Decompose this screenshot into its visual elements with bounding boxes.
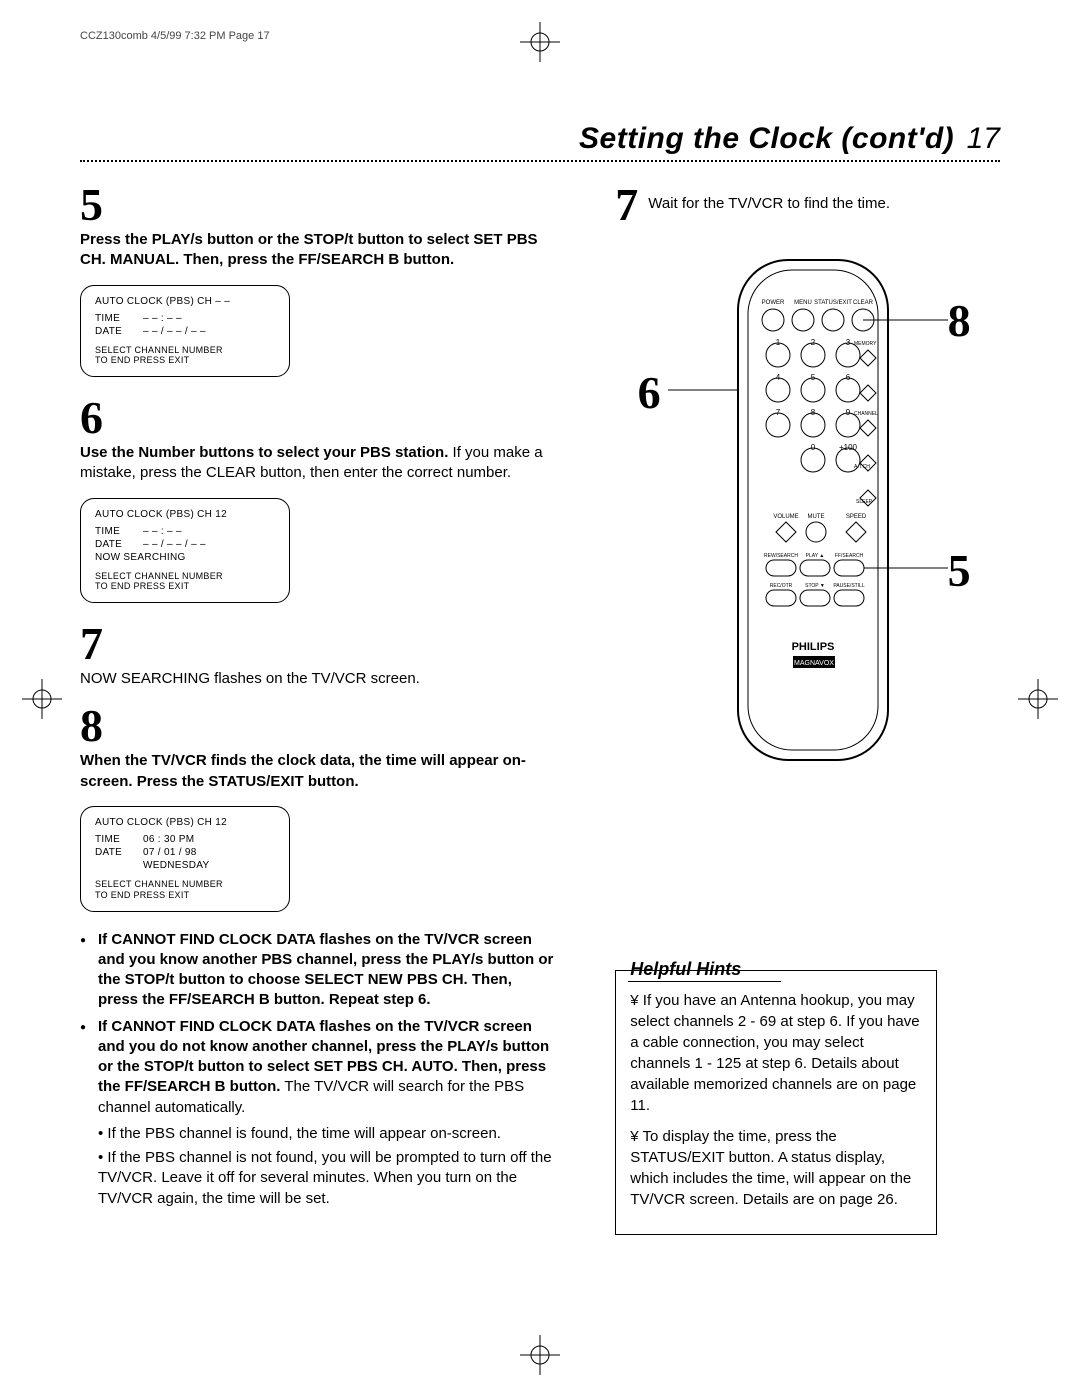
osd3-header: AUTO CLOCK (PBS) CH 12	[95, 817, 275, 828]
hint-1: ¥ If you have an Antenna hookup, you may…	[630, 990, 922, 1116]
osd3-date-val: 07 / 01 / 98	[143, 847, 197, 858]
svg-text:5: 5	[810, 373, 815, 382]
svg-text:MUTE: MUTE	[807, 514, 824, 520]
osd1-date-val: – – / – – / – –	[143, 326, 206, 337]
svg-text:8: 8	[810, 408, 815, 417]
right-step-7: 7 Wait for the TV/VCR to find the time.	[615, 182, 1000, 230]
osd1-header: AUTO CLOCK (PBS) CH – –	[95, 296, 275, 307]
svg-text:STATUS/EXIT: STATUS/EXIT	[814, 300, 852, 306]
sub-bullet-1: • If the PBS channel is found, the time …	[98, 1124, 555, 1144]
osd3-time-lbl: TIME	[95, 834, 143, 845]
cannot-find-bullets: If CANNOT FIND CLOCK DATA flashes on the…	[80, 930, 555, 1209]
page-title: Setting the Clock (cont'd)	[579, 122, 954, 155]
svg-text:STOP ▼: STOP ▼	[805, 583, 825, 589]
step-8-number: 8	[80, 703, 555, 749]
osd1-time-val: – – : – –	[143, 313, 182, 324]
osd-box-1: AUTO CLOCK (PBS) CH – – TIME– – : – – DA…	[80, 285, 290, 378]
osd2-date-val: – – / – – / – –	[143, 539, 206, 550]
svg-text:6: 6	[845, 373, 850, 382]
svg-text:REW/SEARCH: REW/SEARCH	[764, 553, 798, 559]
svg-text:PHILIPS: PHILIPS	[791, 641, 834, 653]
right-step7-num: 7	[615, 182, 638, 228]
left-column: 5 Press the PLAY/s button or the STOP/t …	[80, 182, 555, 1235]
dotted-rule	[80, 160, 1000, 162]
osd1-date-lbl: DATE	[95, 326, 143, 337]
osd2-time-lbl: TIME	[95, 526, 143, 537]
svg-text:MEMORY: MEMORY	[854, 341, 877, 347]
svg-text:PAUSE/STILL: PAUSE/STILL	[833, 583, 865, 589]
osd-box-2: AUTO CLOCK (PBS) CH 12 TIME– – : – – DAT…	[80, 498, 290, 604]
hints-title: Helpful Hints	[628, 959, 781, 982]
svg-text:CLEAR: CLEAR	[853, 300, 874, 306]
svg-text:3: 3	[845, 338, 850, 347]
right-column: 7 Wait for the TV/VCR to find the time. …	[615, 182, 1000, 1235]
osd2-header: AUTO CLOCK (PBS) CH 12	[95, 509, 275, 520]
sub-bullet-2: • If the PBS channel is not found, you w…	[98, 1148, 555, 1209]
svg-text:MAGNAVOX: MAGNAVOX	[794, 660, 834, 667]
svg-text:FF/SEARCH: FF/SEARCH	[834, 553, 863, 559]
svg-text:2: 2	[810, 338, 815, 347]
bullet-1: If CANNOT FIND CLOCK DATA flashes on the…	[98, 930, 555, 1011]
svg-text:0: 0	[810, 443, 815, 452]
svg-text:7: 7	[775, 408, 780, 417]
svg-text:SPEED: SPEED	[845, 514, 866, 520]
svg-text:A.T.CH: A.T.CH	[854, 464, 870, 470]
step-6-text: Use the Number buttons to select your PB…	[80, 443, 555, 484]
svg-text:1: 1	[775, 338, 780, 347]
osd3-foot: SELECT CHANNEL NUMBERTO END PRESS EXIT	[95, 879, 275, 901]
step-7-number: 7	[80, 621, 555, 667]
remote-diagram: POWER MENUSTATUS/EXITCLEAR 1 2 3 4 5 6 7 8 9 0 +…	[648, 250, 968, 770]
svg-text:+100: +100	[839, 443, 858, 452]
step-7-text: NOW SEARCHING flashes on the TV/VCR scre…	[80, 669, 555, 689]
hint-2: ¥ To display the time, press the STATUS/…	[630, 1126, 922, 1210]
svg-text:POWER: POWER	[761, 300, 784, 306]
step-5-number: 5	[80, 182, 555, 228]
step-5-text: Press the PLAY/s button or the STOP/t bu…	[80, 230, 555, 271]
callout-8: 8	[948, 294, 971, 347]
right-step7-text: Wait for the TV/VCR to find the time.	[648, 194, 890, 214]
svg-text:PLAY ▲: PLAY ▲	[805, 553, 824, 559]
osd2-foot: SELECT CHANNEL NUMBERTO END PRESS EXIT	[95, 571, 275, 593]
svg-text:CHANNEL: CHANNEL	[854, 411, 878, 417]
osd3-date-lbl: DATE	[95, 847, 143, 858]
helpful-hints-box: Helpful Hints ¥ If you have an Antenna h…	[615, 970, 937, 1235]
svg-text:SLEEP: SLEEP	[856, 499, 873, 505]
osd1-time-lbl: TIME	[95, 313, 143, 324]
osd2-time-val: – – : – –	[143, 526, 182, 537]
callout-6: 6	[638, 366, 661, 419]
svg-text:4: 4	[775, 373, 780, 382]
svg-text:VOLUME: VOLUME	[773, 514, 798, 520]
osd2-date-lbl: DATE	[95, 539, 143, 550]
svg-text:MENU: MENU	[794, 300, 812, 306]
osd2-mid: NOW SEARCHING	[95, 552, 275, 563]
osd1-foot: SELECT CHANNEL NUMBERTO END PRESS EXIT	[95, 345, 275, 367]
sub-bullets: • If the PBS channel is found, the time …	[98, 1124, 555, 1209]
svg-text:9: 9	[845, 408, 850, 417]
step-8-text: When the TV/VCR finds the clock data, th…	[80, 751, 555, 792]
osd3-day: WEDNESDAY	[95, 860, 275, 871]
osd3-time-val: 06 : 30 PM	[143, 834, 194, 845]
step-6-number: 6	[80, 395, 555, 441]
osd-box-3: AUTO CLOCK (PBS) CH 12 TIME06 : 30 PM DA…	[80, 806, 290, 912]
page-number: 17	[967, 122, 1000, 155]
page-title-row: Setting the Clock (cont'd) 17	[80, 122, 1000, 156]
callout-5: 5	[948, 544, 971, 597]
bullet-2: If CANNOT FIND CLOCK DATA flashes on the…	[98, 1017, 555, 1209]
svg-text:REC/OTR: REC/OTR	[769, 583, 792, 589]
